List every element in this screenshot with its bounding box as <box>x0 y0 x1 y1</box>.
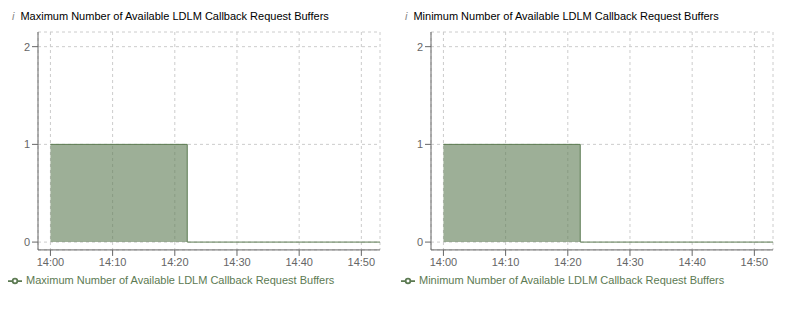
svg-text:2: 2 <box>417 41 423 53</box>
html-text:i: i <box>12 10 15 22</box>
svg-text:0: 0 <box>417 236 423 248</box>
html-text:Maximum Number of Available LD: Maximum Number of Available LDLM Callbac… <box>20 10 329 22</box>
svg-text:14:50: 14:50 <box>741 256 769 268</box>
svg-text:0: 0 <box>24 236 30 248</box>
html-text:Minimum Number of Available LD: Minimum Number of Available LDLM Callbac… <box>419 273 725 286</box>
svg-text:14:20: 14:20 <box>554 256 582 268</box>
svg-text:14:30: 14:30 <box>616 256 644 268</box>
svg-text:14:00: 14:00 <box>37 256 65 268</box>
svg-text:14:10: 14:10 <box>492 256 520 268</box>
svg-text:2: 2 <box>24 41 30 53</box>
svg-text:14:10: 14:10 <box>99 256 127 268</box>
svg-text:1: 1 <box>24 138 30 150</box>
svg-text:14:20: 14:20 <box>161 256 189 268</box>
svg-text:14:00: 14:00 <box>430 256 458 268</box>
svg-text:1: 1 <box>417 138 423 150</box>
svg-text:14:40: 14:40 <box>678 256 706 268</box>
html-text:i: i <box>405 10 408 22</box>
html-text:Maximum Number of Available LD: Maximum Number of Available LDLM Callbac… <box>26 273 335 286</box>
svg-text:14:30: 14:30 <box>223 256 251 268</box>
html-text:Minimum Number of Available LD: Minimum Number of Available LDLM Callbac… <box>413 10 719 22</box>
svg-text:14:40: 14:40 <box>285 256 313 268</box>
svg-text:14:50: 14:50 <box>348 256 376 268</box>
